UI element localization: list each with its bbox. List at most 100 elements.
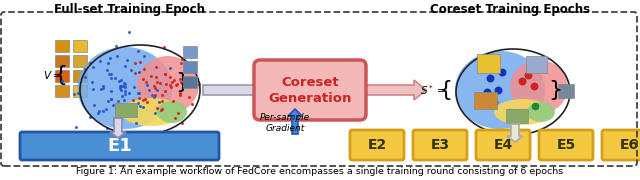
Point	[166, 86, 176, 89]
FancyBboxPatch shape	[182, 76, 197, 88]
FancyBboxPatch shape	[54, 85, 69, 97]
Point	[152, 88, 162, 91]
Point	[124, 31, 134, 33]
Text: }: }	[175, 72, 189, 92]
Point	[134, 71, 144, 73]
Point	[184, 96, 194, 98]
Point	[102, 127, 112, 129]
Point	[135, 61, 145, 64]
Point	[106, 89, 116, 92]
FancyBboxPatch shape	[506, 109, 528, 123]
Point	[122, 58, 132, 61]
Point	[111, 45, 121, 48]
FancyBboxPatch shape	[413, 130, 467, 160]
Point	[122, 104, 132, 107]
Point	[141, 100, 152, 103]
Point	[95, 59, 105, 62]
Point	[129, 72, 140, 75]
Point	[147, 94, 157, 96]
Point	[93, 111, 103, 114]
Point	[172, 83, 182, 86]
Point	[165, 66, 175, 69]
FancyArrow shape	[507, 124, 523, 142]
FancyArrow shape	[288, 109, 302, 134]
Point	[138, 105, 148, 108]
Point	[120, 86, 130, 89]
Point	[73, 92, 83, 95]
Point	[111, 106, 122, 109]
Text: E2: E2	[367, 138, 387, 152]
Point	[131, 122, 141, 124]
Point	[482, 91, 492, 93]
FancyBboxPatch shape	[73, 55, 87, 67]
Point	[104, 73, 114, 76]
Point	[109, 118, 119, 121]
Point	[69, 92, 79, 95]
Point	[530, 105, 540, 107]
Point	[156, 109, 166, 112]
Point	[131, 62, 141, 65]
Point	[116, 78, 126, 81]
Point	[174, 140, 184, 143]
Point	[145, 88, 155, 91]
Point	[175, 61, 186, 64]
Point	[105, 57, 115, 59]
Text: Full-set Training Epoch: Full-set Training Epoch	[54, 3, 205, 17]
Point	[141, 81, 151, 84]
Point	[142, 84, 152, 87]
Point	[194, 82, 204, 85]
Point	[151, 66, 161, 68]
Point	[172, 83, 182, 86]
Point	[173, 111, 183, 114]
Point	[71, 125, 81, 128]
FancyBboxPatch shape	[254, 60, 366, 120]
Point	[129, 85, 139, 88]
Ellipse shape	[494, 99, 552, 125]
Point	[138, 98, 148, 101]
Point	[148, 85, 159, 87]
Text: Per-sample
Gradient: Per-sample Gradient	[260, 113, 310, 133]
Ellipse shape	[510, 60, 568, 114]
Point	[175, 81, 186, 84]
FancyBboxPatch shape	[73, 40, 87, 52]
Point	[100, 108, 111, 111]
Point	[112, 115, 122, 118]
Point	[485, 76, 495, 79]
Point	[167, 80, 177, 83]
Point	[152, 107, 162, 109]
Point	[147, 74, 157, 77]
Point	[170, 117, 180, 120]
Point	[88, 87, 98, 90]
Point	[151, 75, 161, 78]
Point	[164, 84, 175, 87]
FancyBboxPatch shape	[54, 55, 69, 67]
Point	[86, 81, 97, 84]
Point	[103, 100, 113, 102]
Point	[150, 87, 160, 90]
Text: }: }	[548, 80, 562, 100]
Point	[116, 85, 127, 87]
Point	[120, 93, 130, 96]
Point	[88, 66, 99, 69]
Point	[128, 99, 138, 102]
FancyBboxPatch shape	[54, 40, 69, 52]
Point	[103, 61, 113, 64]
Point	[497, 71, 507, 73]
Point	[154, 82, 164, 85]
Text: $V=$: $V=$	[43, 69, 61, 81]
Point	[177, 121, 188, 124]
Point	[117, 95, 127, 98]
Point	[118, 132, 129, 135]
Ellipse shape	[455, 51, 545, 129]
Ellipse shape	[77, 47, 173, 129]
Point	[169, 79, 179, 82]
Point	[154, 101, 164, 103]
Point	[106, 98, 116, 100]
Point	[133, 91, 143, 94]
Point	[185, 81, 195, 84]
Point	[134, 97, 144, 100]
Point	[517, 80, 527, 82]
Point	[80, 76, 90, 79]
Point	[138, 78, 148, 81]
Point	[157, 94, 168, 97]
